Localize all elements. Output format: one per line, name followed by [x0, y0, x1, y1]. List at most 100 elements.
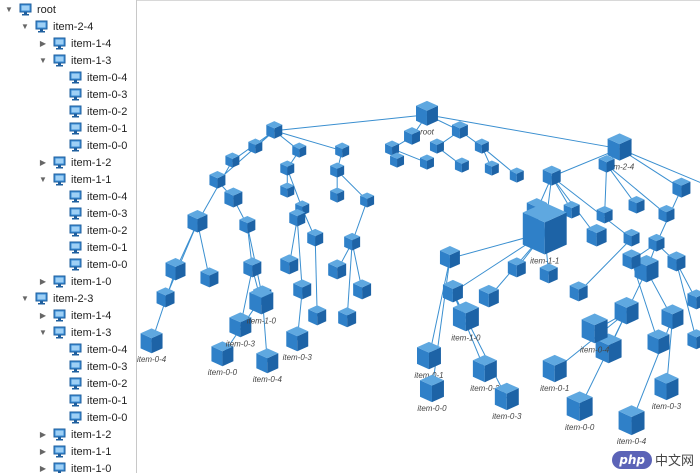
tree-item[interactable]: ▶ item-1-4	[38, 35, 111, 52]
graph-node-cube[interactable]	[353, 279, 372, 300]
collapsed-arrow-icon[interactable]: ▶	[39, 447, 47, 456]
graph-node-cube[interactable]: item-0-3	[652, 372, 682, 411]
expanded-arrow-icon[interactable]: ▼	[5, 5, 13, 14]
graph-node-cube[interactable]	[156, 287, 175, 308]
graph-node-cube[interactable]	[454, 157, 469, 173]
tree-item[interactable]: ▶ item-1-4	[38, 307, 111, 324]
graph-node-cube[interactable]: item-0-1	[414, 341, 444, 380]
tree-item[interactable]: ▼ item-1-3	[38, 324, 111, 341]
graph-node-cube[interactable]	[280, 160, 295, 176]
tree-item[interactable]: ▶ item-1-1	[38, 443, 111, 460]
graph-node-cube[interactable]: item-0-3	[492, 382, 522, 421]
tree-item[interactable]: item-0-4	[54, 341, 127, 358]
graph-canvas[interactable]: root item-2-4 item-1-1 item-0-4 item-0-0 item…	[137, 0, 700, 473]
graph-node-cube[interactable]	[586, 224, 607, 247]
collapsed-arrow-icon[interactable]: ▶	[39, 311, 47, 320]
graph-node-cube[interactable]: item-0-4	[253, 348, 283, 384]
graph-node-cube[interactable]: item-0-0	[417, 374, 447, 413]
graph-node-cube[interactable]	[563, 200, 580, 219]
graph-node-cube[interactable]	[404, 127, 420, 145]
graph-node-cube[interactable]	[647, 329, 670, 355]
tree-item[interactable]: item-0-4	[54, 69, 127, 86]
graph-node-cube[interactable]	[687, 289, 700, 310]
graph-node-cube[interactable]	[209, 171, 226, 189]
graph-node-cube[interactable]	[539, 263, 558, 284]
graph-node-cube[interactable]: item-0-3	[283, 326, 313, 362]
graph-node-cube[interactable]	[266, 121, 283, 139]
expanded-arrow-icon[interactable]: ▼	[21, 294, 29, 303]
graph-node-cube[interactable]	[344, 232, 361, 251]
graph-node-cube[interactable]	[330, 162, 345, 178]
expanded-arrow-icon[interactable]: ▼	[39, 175, 47, 184]
expanded-arrow-icon[interactable]: ▼	[21, 22, 29, 31]
graph-node-cube[interactable]	[239, 215, 256, 234]
graph-node-cube[interactable]	[507, 257, 526, 278]
tree-item[interactable]: item-0-0	[54, 256, 127, 273]
graph-node-cube[interactable]	[335, 142, 350, 158]
graph-node-cube[interactable]	[280, 182, 295, 198]
tree-item[interactable]: item-0-0	[54, 409, 127, 426]
graph-node-cube[interactable]: item-0-0	[565, 391, 595, 432]
graph-node-cube[interactable]	[661, 304, 684, 330]
tree-item[interactable]: ▼ item-1-1	[38, 171, 111, 188]
graph-node-cube[interactable]: item-1-0	[247, 286, 277, 325]
graph-node-cube[interactable]	[484, 160, 499, 176]
graph-node-cube[interactable]	[614, 296, 639, 325]
graph-node-cube[interactable]	[293, 279, 312, 300]
expanded-arrow-icon[interactable]: ▼	[39, 328, 47, 337]
tree-item[interactable]: item-0-0	[54, 137, 127, 154]
graph-node-cube[interactable]	[289, 208, 306, 227]
collapsed-arrow-icon[interactable]: ▶	[39, 430, 47, 439]
graph-node-cube[interactable]	[243, 257, 262, 278]
tree-item[interactable]: ▶ item-1-0	[38, 273, 111, 290]
tree-item[interactable]: ▼ item-2-3	[20, 290, 93, 307]
collapsed-arrow-icon[interactable]: ▶	[39, 277, 47, 286]
graph-node-cube[interactable]	[330, 187, 345, 203]
graph-node-cube[interactable]	[225, 152, 240, 168]
graph-node-cube[interactable]	[595, 333, 622, 364]
graph-node-cube[interactable]	[360, 192, 375, 208]
tree-item[interactable]: ▼ item-2-4	[20, 18, 93, 35]
tree-root[interactable]: ▼ root	[4, 1, 56, 18]
graph-node-cube[interactable]	[200, 267, 219, 288]
expanded-arrow-icon[interactable]: ▼	[39, 56, 47, 65]
graph-node-cube[interactable]	[224, 187, 243, 208]
graph-node-cube[interactable]	[509, 167, 524, 183]
graph-node-cube[interactable]: item-1-0	[451, 301, 481, 343]
graph-node-cube[interactable]	[439, 245, 460, 269]
graph-node-cube[interactable]	[429, 138, 444, 154]
tree-item[interactable]: item-0-4	[54, 188, 127, 205]
graph-node-cube[interactable]	[280, 254, 299, 275]
tree-item[interactable]: item-0-1	[54, 392, 127, 409]
collapsed-arrow-icon[interactable]: ▶	[39, 39, 47, 48]
tree-item[interactable]: item-0-2	[54, 103, 127, 120]
tree-item[interactable]: item-0-2	[54, 375, 127, 392]
graph-node-cube[interactable]	[292, 142, 307, 158]
tree-item[interactable]: item-0-2	[54, 222, 127, 239]
graph-node-cube[interactable]	[187, 210, 208, 233]
graph-node-cube[interactable]	[328, 259, 347, 280]
graph-node-cube[interactable]	[248, 138, 263, 154]
tree-item[interactable]: item-0-1	[54, 120, 127, 137]
graph-node-cube[interactable]	[307, 228, 324, 247]
collapsed-arrow-icon[interactable]: ▶	[39, 464, 47, 473]
graph-node-cube[interactable]	[419, 154, 434, 170]
graph-node-cube[interactable]	[542, 165, 561, 186]
graph-node-cube[interactable]	[451, 121, 468, 139]
graph-node-cube[interactable]	[390, 152, 405, 168]
graph-node-cube[interactable]: item-0-3	[226, 312, 256, 348]
graph-node-cube[interactable]	[308, 305, 327, 326]
graph-node-cube[interactable]	[474, 138, 489, 154]
collapsed-arrow-icon[interactable]: ▶	[39, 158, 47, 167]
tree-item[interactable]: ▶ item-1-2	[38, 154, 111, 171]
graph-node-cube[interactable]	[687, 329, 700, 350]
tree-item[interactable]: ▼ item-1-3	[38, 52, 111, 69]
tree-item[interactable]: item-0-3	[54, 358, 127, 375]
graph-node-cube[interactable]	[667, 251, 686, 272]
graph-node-cube[interactable]	[658, 204, 675, 223]
graph-node-cube[interactable]	[672, 177, 691, 198]
graph-node-cube[interactable]	[596, 205, 613, 224]
tree-item[interactable]: item-0-3	[54, 205, 127, 222]
graph-node-cube[interactable]: item-0-4	[580, 313, 610, 354]
graph-node-cube[interactable]: item-0-4	[137, 328, 167, 364]
